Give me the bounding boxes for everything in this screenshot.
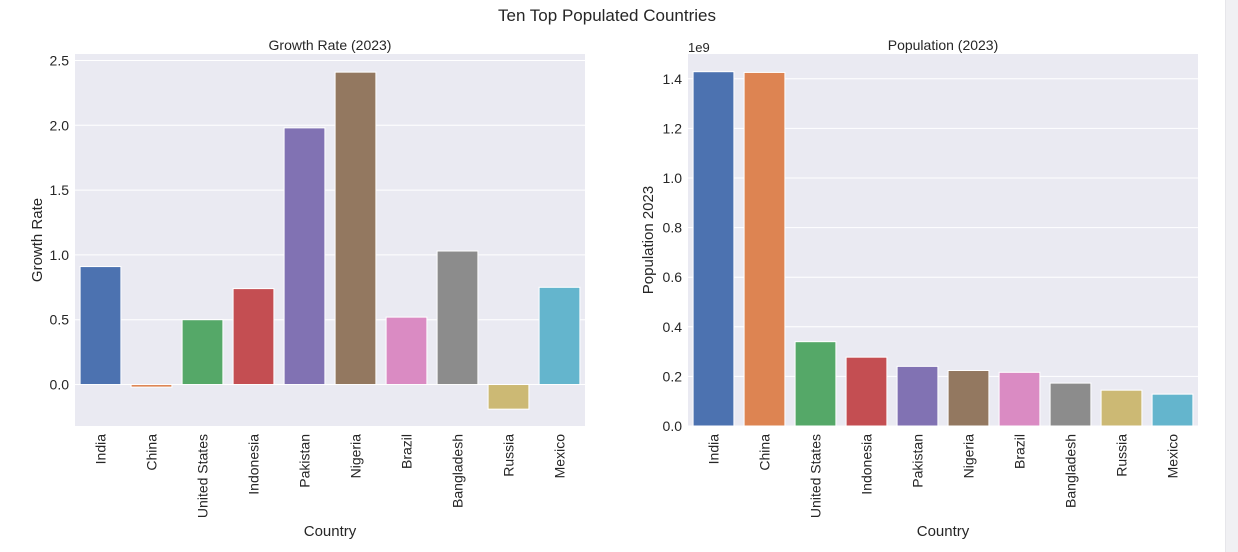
growth-x-tick-label: Nigeria: [348, 434, 364, 479]
growth-x-tick-label: Mexico: [552, 434, 568, 479]
population-x-tick-label: China: [757, 434, 773, 471]
growth-y-tick-label: 1.0: [50, 247, 70, 263]
growth-x-tick-label: Indonesia: [246, 434, 262, 495]
growth-bar-nigeria: [334, 71, 377, 386]
growth-y-tick-labels: 0.0 0.5 1.0 1.5 2.0 2.5: [50, 52, 70, 392]
growth-y-tick-label: 1.5: [50, 182, 70, 198]
growth-x-tick-label: Russia: [501, 434, 517, 477]
population-title: Population (2023): [888, 37, 999, 53]
population-x-tick-label: United States: [808, 434, 824, 518]
population-y-tick-label: 0.0: [663, 418, 683, 434]
population-bar-mexico: [1151, 393, 1194, 427]
growth-x-tick-label: Bangladesh: [450, 434, 466, 508]
population-x-tick-label: India: [706, 434, 722, 465]
growth-x-tick-label: India: [93, 434, 109, 465]
growth-x-tick-label: China: [144, 434, 160, 471]
population-y-tick-label: 0.4: [663, 319, 683, 335]
growth-y-tick-label: 2.5: [50, 52, 70, 68]
population-bar-bangladesh: [1049, 382, 1092, 427]
growth-x-axis-label: Country: [304, 523, 357, 540]
growth-bar-china: [130, 384, 173, 388]
population-x-tick-label: Pakistan: [910, 434, 926, 488]
growth-bar-united-states: [181, 319, 224, 386]
growth-rate-chart: 0.0 0.5 1.0 1.5 2.0 2.5 India China United Stat…: [29, 37, 585, 540]
population-y-tick-labels: 0.0 0.2 0.4 0.6 0.8 1.0 1.2 1.4: [663, 71, 683, 434]
growth-plot-area: [75, 54, 585, 426]
population-x-tick-label: Brazil: [1012, 434, 1028, 469]
scrollbar-track[interactable]: [1225, 0, 1238, 552]
growth-bar-indonesia: [232, 288, 275, 386]
growth-bar-india: [79, 266, 122, 386]
population-y-tick-label: 1.4: [663, 71, 683, 87]
growth-x-tick-labels: India China United States Indonesia Pakistan…: [93, 434, 568, 518]
growth-y-tick-label: 0.0: [50, 377, 70, 393]
growth-bar-mexico: [538, 286, 581, 386]
population-bar-china: [743, 71, 786, 427]
population-bar-united-states: [794, 341, 837, 427]
population-x-tick-label: Bangladesh: [1063, 434, 1079, 508]
growth-bar-pakistan: [283, 127, 326, 386]
population-x-tick-label: Mexico: [1165, 434, 1181, 479]
population-chart: 0.0 0.2 0.4 0.6 0.8 1.0 1.2 1.4 India China Unite…: [640, 37, 1198, 540]
population-y-tick-label: 0.6: [663, 269, 683, 285]
population-bar-brazil: [998, 371, 1041, 427]
population-y-tick-label: 0.8: [663, 220, 683, 236]
population-x-tick-label: Indonesia: [859, 434, 875, 495]
population-bar-russia: [1100, 389, 1143, 427]
population-y-tick-label: 1.2: [663, 120, 683, 136]
growth-x-tick-label: Pakistan: [297, 434, 313, 488]
growth-x-tick-label: United States: [195, 434, 211, 518]
population-x-tick-label: Russia: [1114, 434, 1130, 477]
growth-y-axis-label: Growth Rate: [29, 198, 46, 282]
population-bars: [692, 71, 1194, 427]
growth-title: Growth Rate (2023): [269, 37, 392, 53]
population-bar-pakistan: [896, 365, 939, 427]
population-x-axis-label: Country: [917, 523, 970, 540]
population-y-tick-label: 1.0: [663, 170, 683, 186]
population-bar-nigeria: [947, 369, 990, 427]
growth-y-tick-label: 2.0: [50, 117, 70, 133]
growth-bar-russia: [487, 384, 530, 410]
growth-bar-brazil: [385, 316, 428, 386]
population-bar-indonesia: [845, 356, 888, 427]
population-offset-text: 1e9: [688, 40, 710, 55]
figure-suptitle: Ten Top Populated Countries: [498, 6, 716, 25]
growth-x-tick-label: Brazil: [399, 434, 415, 469]
population-y-tick-label: 0.2: [663, 368, 683, 384]
growth-bar-bangladesh: [436, 250, 479, 386]
population-x-tick-labels: India China United States Indonesia Pakistan…: [706, 434, 1181, 518]
population-y-axis-label: Population 2023: [640, 186, 657, 294]
population-x-tick-label: Nigeria: [961, 434, 977, 479]
growth-y-tick-label: 0.5: [50, 312, 70, 328]
growth-bars: [79, 71, 581, 410]
population-bar-india: [692, 71, 735, 427]
